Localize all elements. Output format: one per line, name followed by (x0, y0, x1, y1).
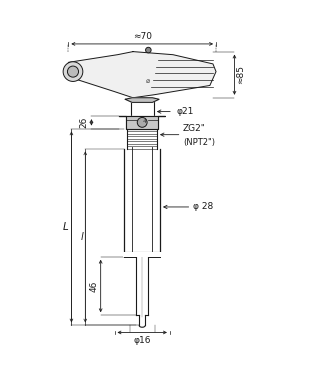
Polygon shape (119, 116, 165, 129)
Text: 4: 4 (143, 119, 147, 124)
Text: 46: 46 (89, 280, 98, 292)
Circle shape (67, 66, 78, 77)
Polygon shape (68, 52, 216, 98)
Text: ≈70: ≈70 (133, 32, 152, 41)
Text: 26: 26 (79, 116, 88, 128)
Text: φ21: φ21 (176, 107, 193, 116)
Text: ≈85: ≈85 (236, 65, 245, 84)
Text: ⌀: ⌀ (146, 78, 150, 84)
Text: φ 28: φ 28 (193, 202, 213, 211)
Text: φ16: φ16 (133, 336, 151, 345)
Text: (NPT2"): (NPT2") (183, 138, 215, 147)
Circle shape (146, 47, 151, 53)
Bar (123, 251, 162, 257)
Circle shape (137, 118, 147, 127)
Polygon shape (125, 98, 159, 103)
Circle shape (63, 62, 83, 81)
Text: L: L (63, 222, 68, 232)
Text: l: l (81, 232, 83, 242)
Text: ZG2": ZG2" (183, 124, 206, 132)
